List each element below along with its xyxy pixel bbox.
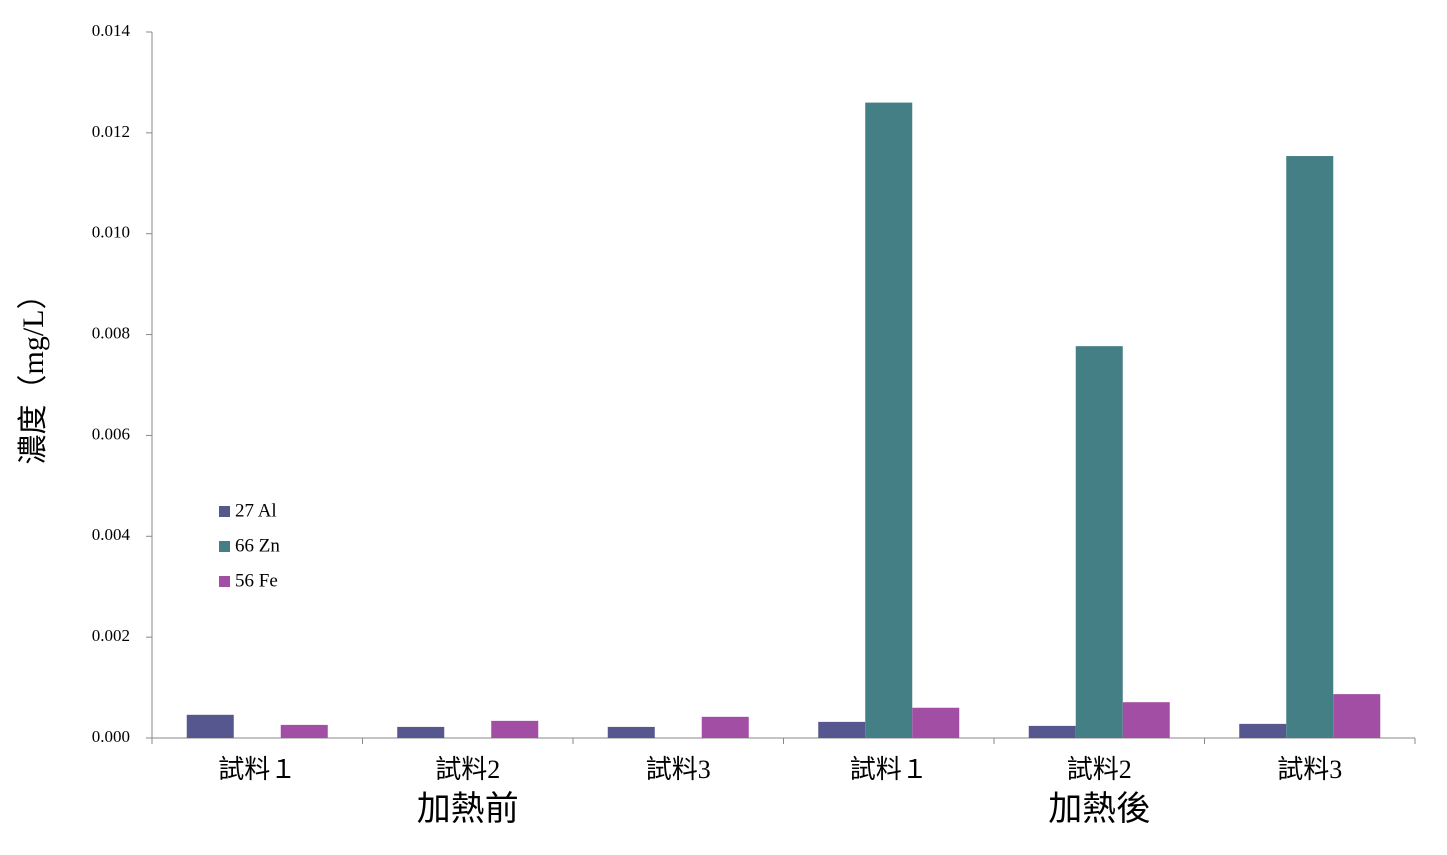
y-tick-label: 0.004	[92, 525, 131, 544]
x-tick-label: 試料3	[1277, 755, 1342, 784]
y-tick-label: 0.006	[92, 424, 130, 443]
y-tick-label: 0.014	[92, 21, 131, 40]
legend-swatch	[219, 576, 230, 587]
bar	[912, 707, 960, 738]
y-tick-label: 0.012	[92, 122, 130, 141]
x-tick-label: 試料3	[646, 755, 711, 784]
x-tick-label: 試料2	[1067, 755, 1132, 784]
y-tick-label: 0.008	[92, 323, 130, 342]
y-axis-label: 濃度（mg/L）	[17, 280, 50, 465]
legend-swatch	[219, 541, 230, 552]
legend-label: 56 Fe	[235, 570, 278, 591]
bar	[1239, 723, 1287, 738]
legend-label: 27 Al	[235, 500, 277, 521]
bar	[1333, 694, 1381, 738]
y-tick-label: 0.002	[92, 626, 130, 645]
bar	[701, 716, 749, 738]
bar	[280, 724, 328, 738]
y-tick-label: 0.010	[92, 223, 130, 242]
bar	[818, 721, 866, 738]
x-tick-label: 試料１	[850, 755, 928, 784]
bar	[1075, 346, 1123, 738]
bar	[865, 102, 913, 739]
legend-swatch	[219, 506, 230, 517]
y-tick-label: 0.000	[92, 727, 130, 746]
bar	[186, 714, 234, 738]
bar	[1028, 725, 1076, 738]
bar	[1286, 156, 1334, 738]
group-label: 加熱後	[1048, 790, 1150, 828]
x-tick-label: 試料2	[435, 755, 500, 784]
x-tick-label: 試料１	[218, 755, 296, 784]
group-label: 加熱前	[417, 790, 519, 828]
bar	[607, 726, 655, 738]
bar	[397, 726, 445, 738]
bar	[1122, 702, 1170, 738]
legend-label: 66 Zn	[235, 535, 280, 556]
bar	[491, 720, 539, 738]
